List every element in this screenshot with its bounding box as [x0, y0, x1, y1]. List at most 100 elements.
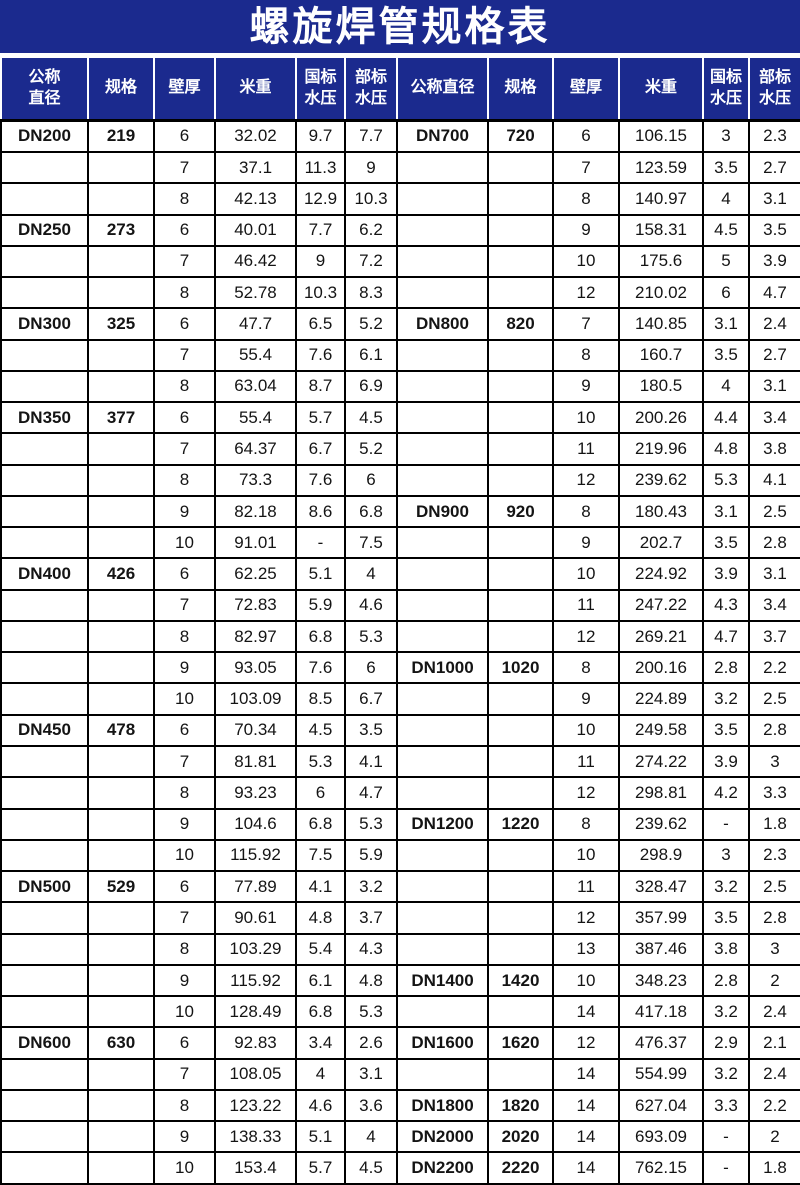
cell-right-wall-thickness: 10: [552, 401, 620, 435]
table-row: 9 104.6 6.8 5.3 DN1200 1220 8 239.62-1.8: [0, 807, 800, 841]
cell-left-spec: [87, 651, 155, 685]
cell-left-ministry-pressure: 9: [344, 150, 398, 185]
cell-left-nominal-diameter: [0, 651, 89, 685]
cell-left-ministry-pressure: 3.6: [344, 1088, 398, 1123]
cell-left-weight-per-meter: 81.81: [214, 745, 297, 779]
cell-right-weight-per-meter: 210.02: [618, 276, 704, 310]
table-row: 7 46.42 9 7.2 10 175.6 5 3.9: [0, 244, 800, 279]
cell-right-ministry-pressure: 3.1: [748, 369, 800, 404]
cell-right-ministry-pressure: 2: [748, 963, 800, 998]
table-row: 8 103.29 5.4 4.3 13 387.46 3.8 3: [0, 932, 800, 966]
cell-right-weight-per-meter: 219.96: [618, 432, 704, 466]
cell-right-wall-thickness: 12: [552, 776, 620, 810]
cell-right-wall-thickness: 14: [552, 1151, 620, 1185]
cell-left-weight-per-meter: 123.22: [214, 1088, 297, 1123]
cell-left-wall-thickness: 8: [153, 1088, 216, 1123]
cell-left-nominal-diameter: [0, 150, 89, 185]
header-left-nominal-diameter: 公称 直径: [0, 56, 89, 122]
table-row: 7 108.05 4 3.1 14 554.99 3.2 2.4: [0, 1057, 800, 1091]
cell-left-weight-per-meter: 40.01: [214, 213, 297, 247]
cell-left-spec: [87, 494, 155, 529]
table-row: 8 42.13 12.9 10.3 8 140.97 4 3.1: [0, 182, 800, 216]
cell-left-ministry-pressure: 4.5: [344, 1151, 398, 1185]
cell-right-ministry-pressure: 2.8: [748, 713, 800, 748]
cell-right-spec: [487, 713, 554, 748]
cell-left-gb-pressure: 5.7: [295, 401, 346, 435]
cell-right-ministry-pressure: 2: [748, 1120, 800, 1154]
cell-left-nominal-diameter: DN350: [0, 401, 89, 435]
cell-left-gb-pressure: 12.9: [295, 182, 346, 216]
cell-left-ministry-pressure: 3.1: [344, 1057, 398, 1091]
cell-left-wall-thickness: 8: [153, 463, 216, 497]
cell-left-nominal-diameter: [0, 494, 89, 529]
cell-right-weight-per-meter: 140.85: [618, 307, 704, 341]
cell-left-weight-per-meter: 153.4: [214, 1151, 297, 1185]
table-row: DN350 377 6 55.4 5.7 4.5 10 200.26 4.4 3.4: [0, 401, 800, 435]
cell-left-ministry-pressure: 5.9: [344, 838, 398, 873]
cell-right-wall-thickness: 12: [552, 901, 620, 935]
cell-left-gb-pressure: 7.7: [295, 213, 346, 247]
cell-right-weight-per-meter: 123.59: [618, 150, 704, 185]
cell-right-weight-per-meter: 180.5: [618, 369, 704, 404]
cell-right-gb-pressure: -: [702, 1151, 750, 1185]
cell-left-weight-per-meter: 93.05: [214, 651, 297, 685]
title-divider: [0, 53, 800, 56]
cell-left-weight-per-meter: 138.33: [214, 1120, 297, 1154]
cell-right-ministry-pressure: 4.7: [748, 276, 800, 310]
cell-right-spec: [487, 463, 554, 497]
cell-left-ministry-pressure: 4.1: [344, 745, 398, 779]
cell-right-ministry-pressure: 3: [748, 932, 800, 966]
table-row: 7 72.83 5.9 4.6 11 247.22 4.3 3.4: [0, 588, 800, 622]
cell-right-spec: [487, 682, 554, 716]
cell-left-weight-per-meter: 115.92: [214, 963, 297, 998]
cell-right-spec: [487, 213, 554, 247]
cell-left-spec: [87, 526, 155, 560]
cell-left-wall-thickness: 8: [153, 276, 216, 310]
cell-right-nominal-diameter: [396, 745, 489, 779]
cell-right-ministry-pressure: 2.3: [748, 119, 800, 153]
cell-left-ministry-pressure: 3.5: [344, 713, 398, 748]
cell-left-wall-thickness: 6: [153, 307, 216, 341]
cell-left-spec: [87, 463, 155, 497]
cell-right-ministry-pressure: 1.8: [748, 807, 800, 841]
cell-right-gb-pressure: 2.8: [702, 963, 750, 998]
cell-left-spec: 325: [87, 307, 155, 341]
cell-right-spec: [487, 901, 554, 935]
cell-right-wall-thickness: 8: [552, 338, 620, 372]
cell-right-spec: [487, 588, 554, 622]
header-right-spec: 规格: [487, 56, 554, 122]
cell-left-wall-thickness: 6: [153, 1026, 216, 1060]
cell-left-nominal-diameter: DN300: [0, 307, 89, 341]
cell-right-gb-pressure: 5: [702, 244, 750, 279]
cell-right-ministry-pressure: 2.5: [748, 682, 800, 716]
cell-right-wall-thickness: 14: [552, 1088, 620, 1123]
cell-left-weight-per-meter: 91.01: [214, 526, 297, 560]
table-row: 10 128.49 6.8 5.3 14 417.18 3.2 2.4: [0, 995, 800, 1029]
cell-right-spec: [487, 150, 554, 185]
cell-left-spec: [87, 776, 155, 810]
header-left-spec: 规格: [87, 56, 155, 122]
cell-left-gb-pressure: 6.1: [295, 963, 346, 998]
cell-left-ministry-pressure: 4.8: [344, 963, 398, 998]
cell-right-gb-pressure: 3.8: [702, 932, 750, 966]
header-right-nominal-diameter: 公称直径: [396, 56, 489, 122]
cell-left-spec: [87, 150, 155, 185]
cell-left-wall-thickness: 8: [153, 182, 216, 216]
cell-right-weight-per-meter: 158.31: [618, 213, 704, 247]
table-row: 10 103.09 8.5 6.7 9 224.89 3.2 2.5: [0, 682, 800, 716]
cell-right-gb-pressure: 4.5: [702, 213, 750, 247]
cell-right-wall-thickness: 6: [552, 119, 620, 153]
table-row: 7 55.4 7.6 6.1 8 160.7 3.5 2.7: [0, 338, 800, 372]
cell-left-ministry-pressure: 5.2: [344, 432, 398, 466]
cell-right-weight-per-meter: 175.6: [618, 244, 704, 279]
cell-left-weight-per-meter: 73.3: [214, 463, 297, 497]
table-row: DN250 273 6 40.01 7.7 6.2 9 158.31 4.5 3.5: [0, 213, 800, 247]
cell-right-ministry-pressure: 2.4: [748, 1057, 800, 1091]
cell-left-spec: 377: [87, 401, 155, 435]
cell-left-spec: 630: [87, 1026, 155, 1060]
cell-left-gb-pressure: 7.6: [295, 338, 346, 372]
cell-left-weight-per-meter: 90.61: [214, 901, 297, 935]
cell-right-spec: [487, 745, 554, 779]
cell-right-wall-thickness: 10: [552, 838, 620, 873]
